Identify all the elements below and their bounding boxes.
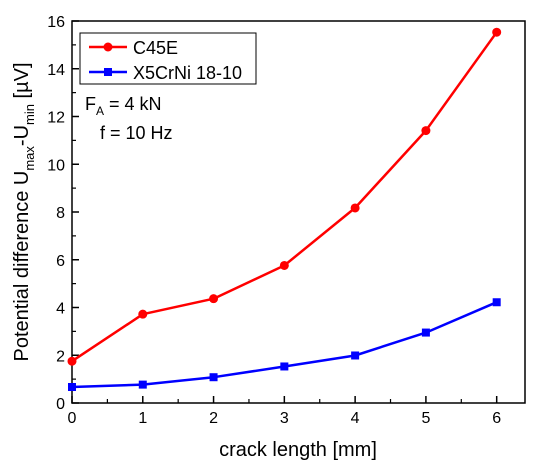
y-tick-label: 6 (56, 253, 65, 270)
legend-label-x5crni: X5CrNi 18-10 (133, 63, 242, 83)
data-point (421, 126, 431, 136)
x-axis-label: crack length [mm] (219, 439, 377, 461)
y-axis-label: Potential difference Umax-Umin [µV] (11, 62, 37, 361)
x-tick-label: 2 (209, 410, 218, 427)
data-point (68, 383, 76, 392)
data-point (280, 362, 289, 371)
data-point (351, 351, 360, 360)
data-point (350, 203, 360, 213)
y-tick-label: 0 (56, 396, 65, 413)
data-point (209, 373, 218, 382)
y-tick-label: 8 (56, 205, 65, 222)
y-tick-label: 2 (56, 348, 65, 365)
x-tick-labels: 0 1 2 3 4 5 6 (68, 410, 502, 427)
y-tick-label: 16 (47, 14, 65, 31)
y-tick-label: 4 (56, 301, 65, 318)
data-point (67, 356, 77, 366)
ticks (71, 20, 498, 404)
data-point (279, 260, 289, 270)
legend: C45E X5CrNi 18-10 (79, 32, 257, 85)
series-layer (67, 27, 502, 392)
data-point (138, 380, 147, 389)
x-tick-label: 3 (280, 410, 289, 427)
x-tick-label: 5 (421, 410, 430, 427)
annotation-force: FA = 4 kN (85, 94, 162, 118)
data-point (492, 27, 502, 37)
data-point (492, 298, 501, 307)
y-tick-label: 14 (47, 62, 65, 79)
y-tick-label: 10 (47, 157, 65, 174)
data-point (138, 309, 148, 319)
legend-marker-x5crni (104, 68, 112, 76)
x-tick-label: 6 (492, 410, 501, 427)
y-tick-labels: 0 2 4 6 8 10 12 14 16 (47, 14, 65, 413)
x-tick-label: 0 (68, 410, 77, 427)
annotation-frequency: f = 10 Hz (100, 123, 173, 143)
data-point (421, 328, 430, 337)
y-tick-label: 12 (47, 110, 65, 127)
data-point (209, 294, 219, 304)
legend-label-c45e: C45E (133, 38, 178, 58)
x-tick-label: 1 (138, 410, 147, 427)
legend-marker-c45e (103, 42, 113, 52)
x-tick-label: 4 (351, 410, 360, 427)
series-line-1 (71, 301, 498, 389)
